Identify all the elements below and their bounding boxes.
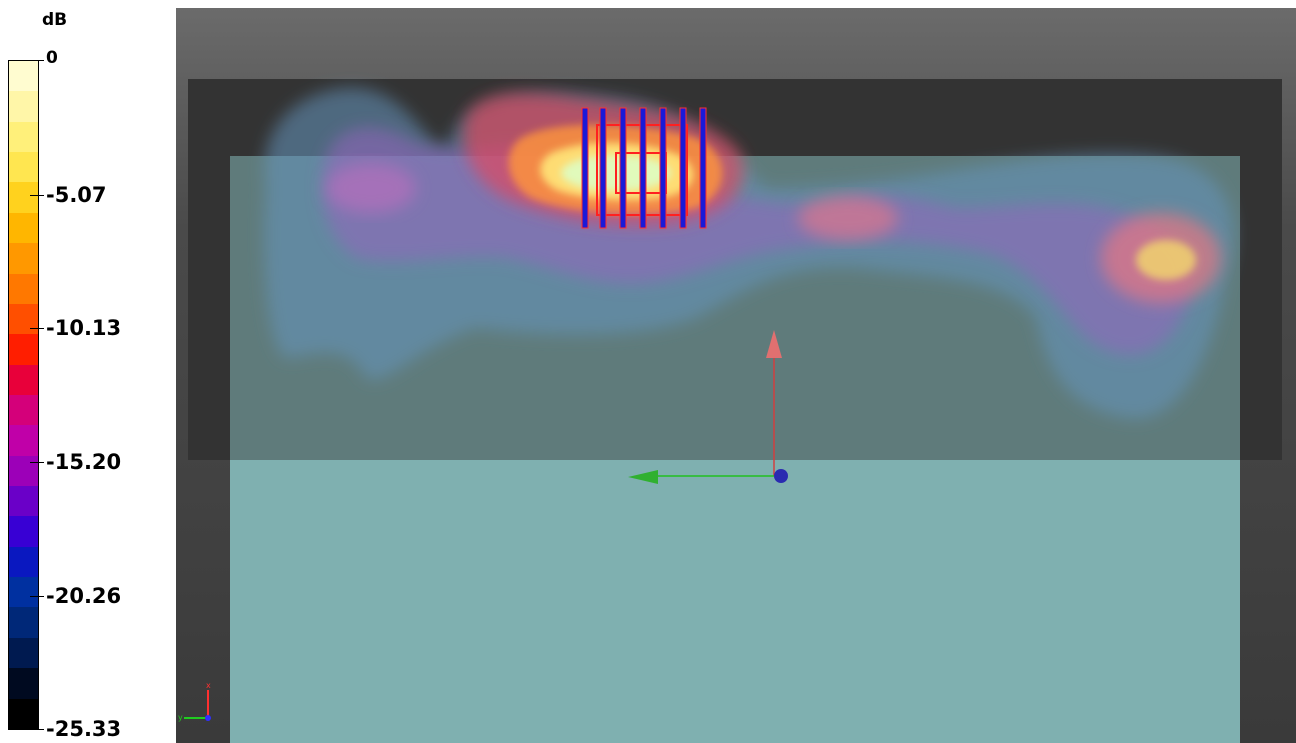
color-legend: dB 0 -5.07 -10.13 -15.20 -20.26 -25.33 bbox=[0, 0, 176, 743]
colorbar-segment bbox=[9, 334, 38, 365]
corner-axis-indicator: x y bbox=[178, 681, 211, 722]
colorbar bbox=[8, 60, 39, 730]
corner-x-label: x bbox=[206, 681, 211, 690]
colorbar-segment bbox=[9, 516, 38, 547]
legend-tick bbox=[30, 462, 44, 463]
legend-tick-label: -25.33 bbox=[46, 717, 122, 741]
legend-tick-label: -15.20 bbox=[46, 450, 122, 474]
colorbar-segment bbox=[9, 425, 38, 456]
colorbar-segment bbox=[9, 212, 38, 244]
corner-y-label: y bbox=[178, 713, 183, 722]
legend-tick-label: 0 bbox=[46, 48, 58, 68]
legend-tick bbox=[30, 729, 44, 730]
source-array bbox=[581, 107, 707, 229]
colorbar-segment bbox=[9, 577, 38, 608]
colorbar-segment bbox=[9, 243, 38, 274]
colorbar-segment bbox=[9, 637, 38, 669]
legend-tick bbox=[30, 596, 44, 597]
colorbar-segment bbox=[9, 152, 38, 183]
legend-tick bbox=[30, 60, 44, 61]
colorbar-segment bbox=[9, 698, 38, 729]
field-heatmap bbox=[264, 87, 1234, 419]
heatmap-right-hotspot-core bbox=[1136, 240, 1196, 280]
colorbar-segment bbox=[9, 607, 38, 638]
legend-tick bbox=[30, 328, 44, 329]
colorbar-segment bbox=[9, 546, 38, 578]
colorbar-segment bbox=[9, 182, 38, 213]
colorbar-segment bbox=[9, 668, 38, 699]
origin-point-icon bbox=[774, 469, 788, 483]
colorbar-segment bbox=[9, 303, 38, 335]
legend-tick-label: -5.07 bbox=[46, 183, 107, 207]
colorbar-segment bbox=[9, 91, 38, 122]
colorbar-segment bbox=[9, 486, 38, 517]
z-axis-arrow-icon bbox=[766, 330, 782, 358]
legend-tick-label: -20.26 bbox=[46, 584, 122, 608]
y-axis-arrow-icon bbox=[628, 470, 658, 484]
legend-tick-label: -10.13 bbox=[46, 316, 122, 340]
legend-unit-label: dB bbox=[42, 10, 68, 30]
colorbar-segment bbox=[9, 121, 38, 153]
axes-gizmo[interactable] bbox=[176, 8, 1296, 743]
colorbar-segment bbox=[9, 273, 38, 304]
colorbar-segment bbox=[9, 364, 38, 395]
3d-viewport[interactable]: x y bbox=[176, 8, 1296, 743]
legend-tick bbox=[30, 195, 44, 196]
colorbar-segment bbox=[9, 394, 38, 426]
heatmap-mid-hotspot bbox=[798, 196, 898, 240]
heatmap-left-hotspot bbox=[326, 163, 416, 213]
colorbar-segment bbox=[9, 455, 38, 487]
colorbar-segment bbox=[9, 61, 38, 92]
